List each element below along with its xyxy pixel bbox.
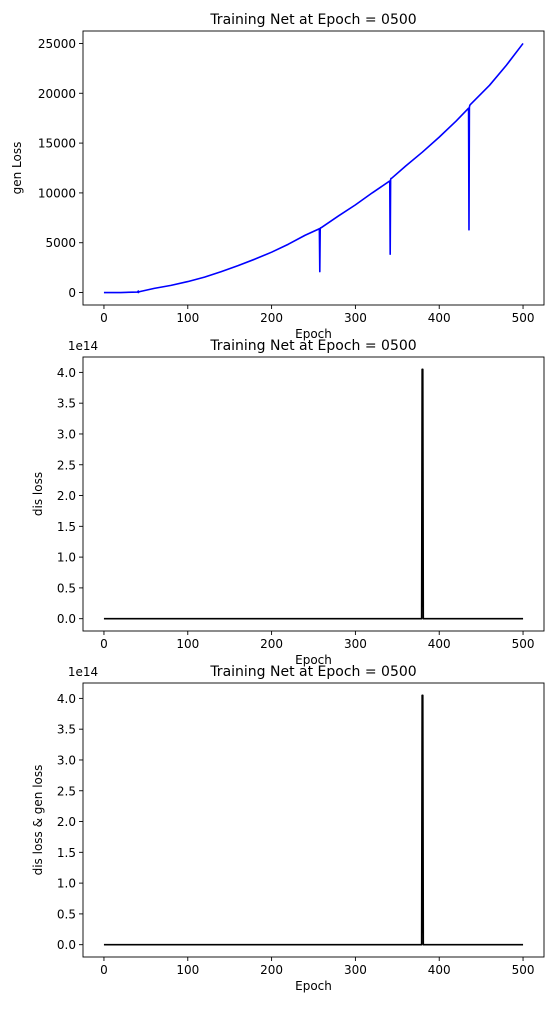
- y-tick-label: 1.0: [57, 551, 76, 565]
- y-tick-label: 0.5: [57, 581, 76, 595]
- y-tick-label: 10000: [38, 186, 76, 200]
- x-tick-label: 400: [428, 637, 451, 651]
- x-tick-label: 300: [344, 311, 367, 325]
- x-tick-label: 200: [260, 637, 283, 651]
- axes-frame: [82, 30, 545, 306]
- x-tick-label: 500: [512, 637, 535, 651]
- chart-panel-2: 0 100 200 300 400 500 0.0 0.5 1.0 1.5 2.0 2.5 3.0 3.5…: [31, 338, 545, 667]
- x-tick-label: 500: [512, 311, 535, 325]
- axes-frame: [82, 356, 545, 632]
- x-axis-label: Epoch: [295, 327, 332, 341]
- series-line-1: [103, 694, 524, 946]
- x-tick-label: 100: [176, 963, 199, 977]
- chart-panel-1: 0 100 200 300 400 500050001000015000200002500…: [10, 12, 545, 341]
- x-tick-label: 0: [100, 963, 108, 977]
- y-axis-label: gen Loss: [10, 142, 24, 195]
- y-tick-label: 2.5: [57, 784, 76, 798]
- chart-title: Training Net at Epoch = 0500: [209, 338, 416, 354]
- series-line-1: [103, 42, 524, 294]
- x-tick-label: 100: [176, 637, 199, 651]
- x-tick-label: 500: [512, 963, 535, 977]
- y-tick-label: 2.0: [57, 815, 76, 829]
- y-tick-label: 25000: [38, 37, 76, 51]
- y-tick-label: 1.5: [57, 846, 76, 860]
- y-tick-label: 0.5: [57, 907, 76, 921]
- x-axis-label: Epoch: [295, 979, 332, 993]
- y-tick-label: 3.5: [57, 397, 76, 411]
- y-offset-text: 1e14: [68, 339, 98, 353]
- series-line-1: [103, 368, 524, 620]
- x-tick-label: 400: [428, 311, 451, 325]
- x-tick-label: 300: [344, 637, 367, 651]
- y-tick-label: 1.0: [57, 877, 76, 891]
- y-tick-label: 1.5: [57, 520, 76, 534]
- x-tick-label: 100: [176, 311, 199, 325]
- x-tick-label: 200: [260, 311, 283, 325]
- chart-panel-3: 0 100 200 300 400 500 0.0 0.5 1.0 1.5 2.0 2.5 3.0 3.5…: [31, 664, 545, 993]
- y-tick-label: 4.0: [57, 366, 76, 380]
- x-tick-label: 300: [344, 963, 367, 977]
- y-tick-label: 4.0: [57, 692, 76, 706]
- chart-title: Training Net at Epoch = 0500: [209, 664, 416, 680]
- y-tick-label: 3.5: [57, 723, 76, 737]
- y-tick-label: 5000: [45, 236, 76, 250]
- y-tick-label: 15000: [38, 137, 76, 151]
- y-tick-label: 0.0: [57, 612, 76, 626]
- x-tick-label: 0: [100, 637, 108, 651]
- y-tick-label: 0.0: [57, 938, 76, 952]
- y-tick-label: 2.0: [57, 489, 76, 503]
- y-tick-label: 3.0: [57, 427, 76, 441]
- x-tick-label: 400: [428, 963, 451, 977]
- axes-frame: [82, 682, 545, 958]
- y-tick-label: 20000: [38, 87, 76, 101]
- y-axis-label: dis loss: [31, 472, 45, 516]
- y-offset-text: 1e14: [68, 665, 98, 679]
- x-tick-label: 0: [100, 311, 108, 325]
- x-tick-label: 200: [260, 963, 283, 977]
- x-axis-label: Epoch: [295, 653, 332, 667]
- chart-title: Training Net at Epoch = 0500: [209, 12, 416, 28]
- y-tick-label: 3.0: [57, 753, 76, 767]
- y-tick-label: 0: [68, 286, 76, 300]
- y-axis-label: dis loss & gen loss: [31, 765, 45, 876]
- y-tick-label: 2.5: [57, 458, 76, 472]
